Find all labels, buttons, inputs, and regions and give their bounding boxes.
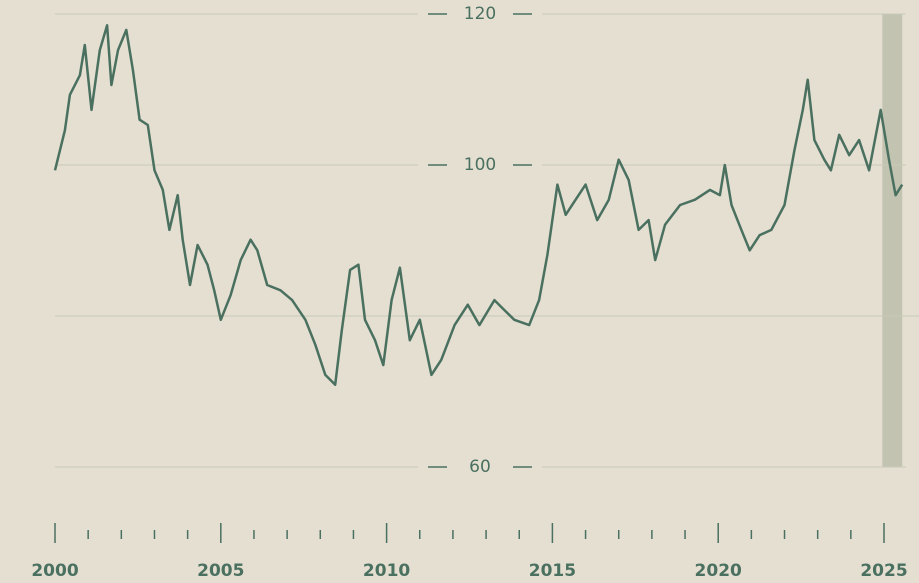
x-tick-label: 2025 xyxy=(860,561,907,581)
x-tick-label: 2005 xyxy=(197,561,244,581)
y-tick-label: 100 xyxy=(464,155,496,175)
x-tick-label: 2015 xyxy=(529,561,576,581)
shaded-band xyxy=(882,14,903,467)
y-tick-label: 120 xyxy=(464,4,496,24)
y-tick-label: 60 xyxy=(469,457,491,477)
x-tick-label: 2010 xyxy=(363,561,410,581)
data-line xyxy=(53,24,904,386)
x-tick-label: 2000 xyxy=(31,561,78,581)
x-tick-label: 2020 xyxy=(695,561,742,581)
